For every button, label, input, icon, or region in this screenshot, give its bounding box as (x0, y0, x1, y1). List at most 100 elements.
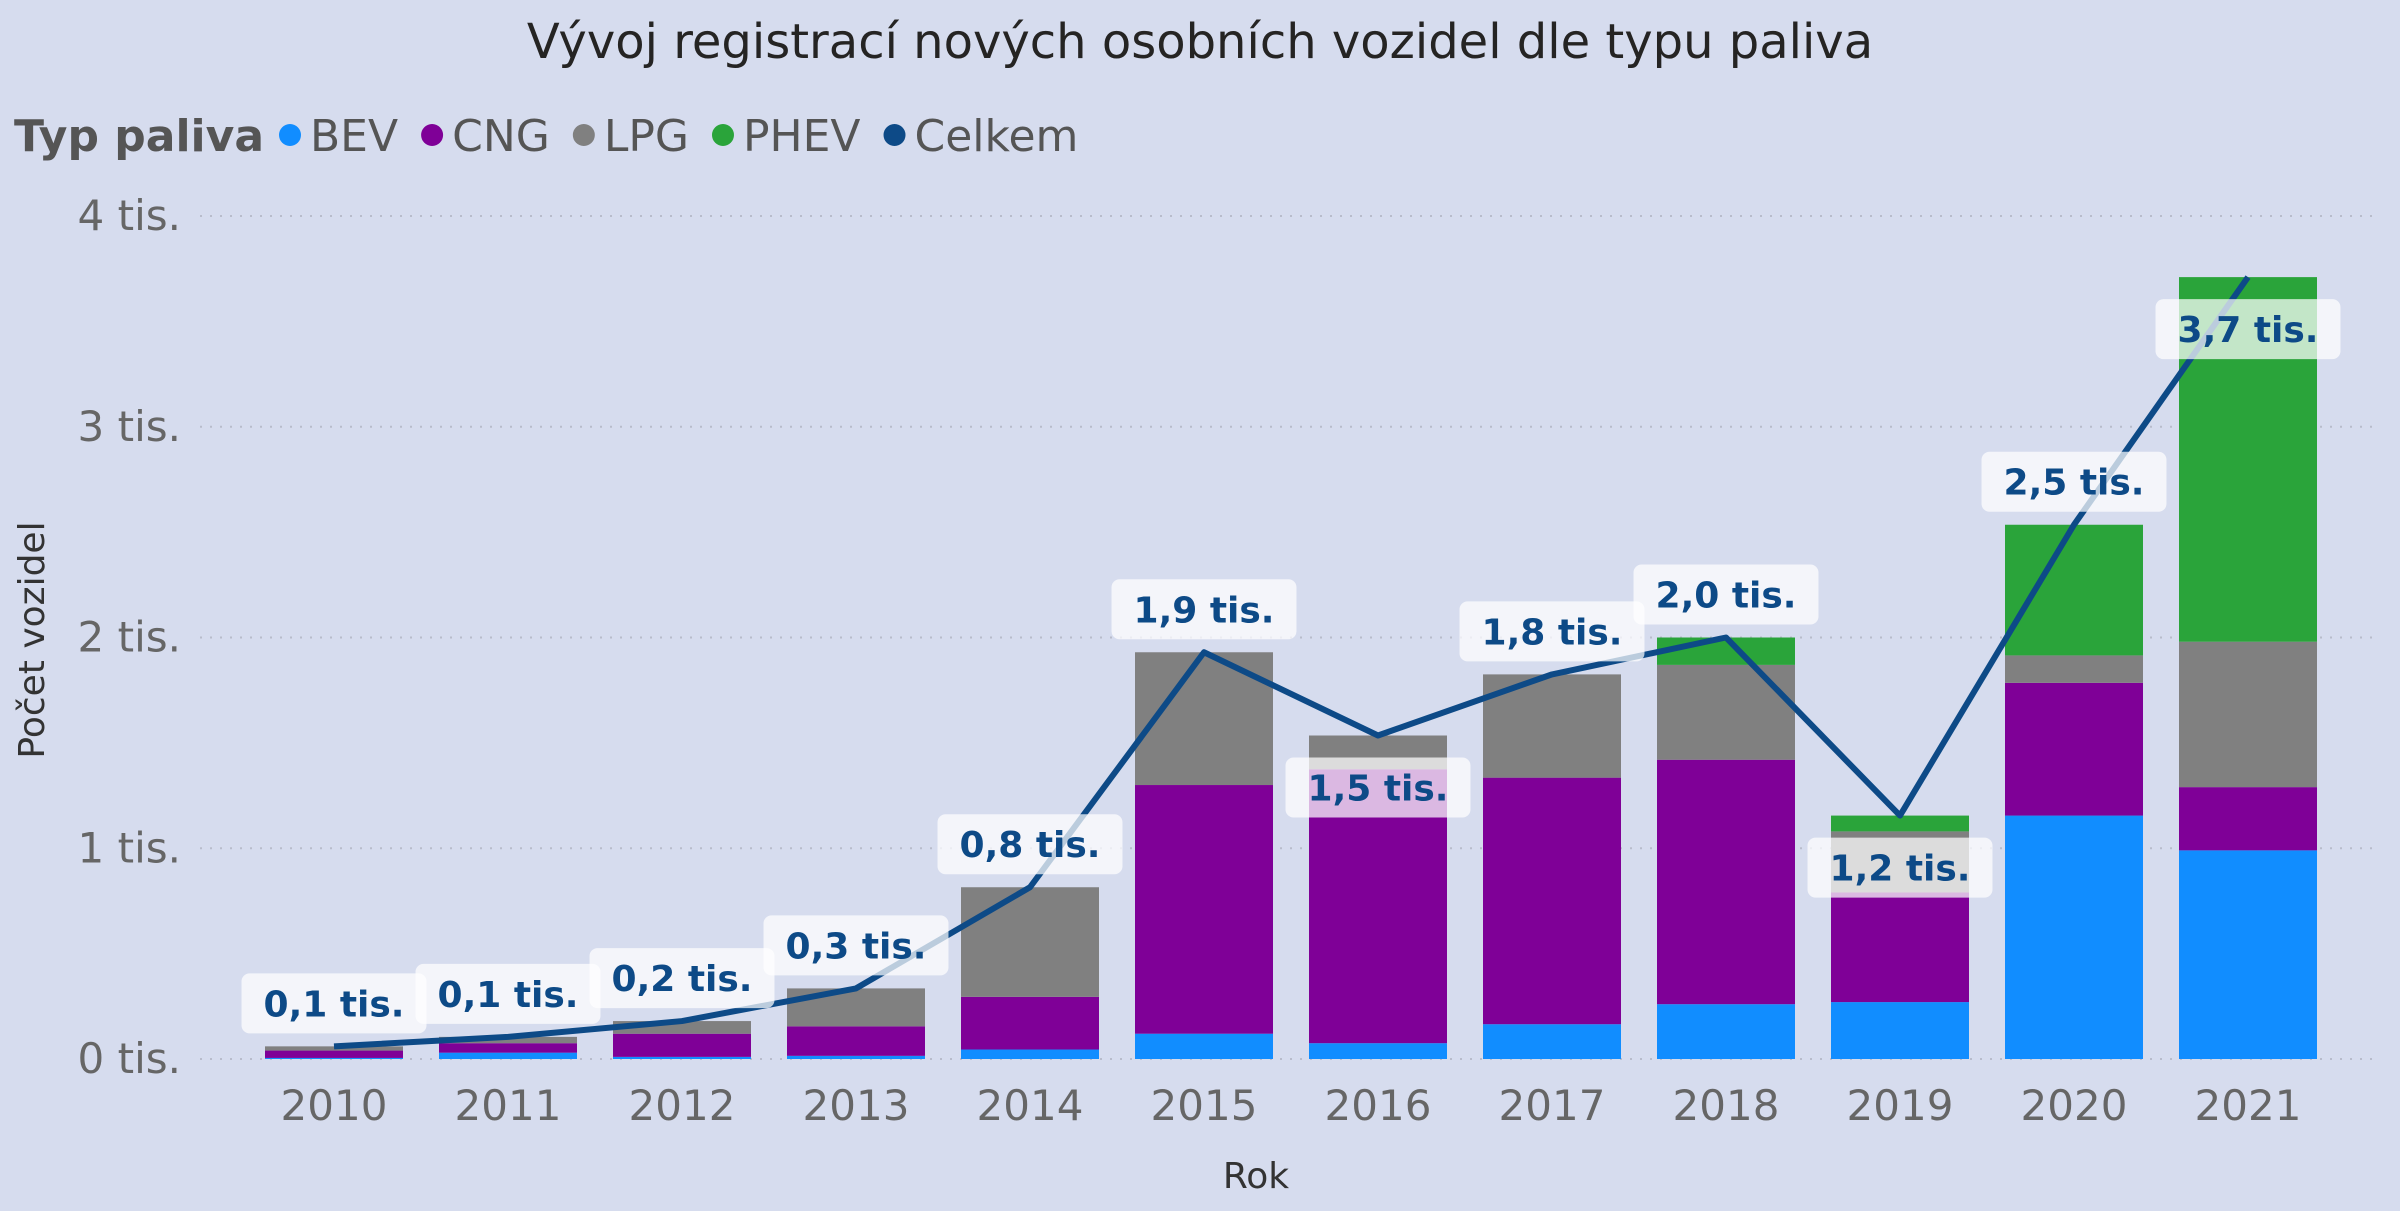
bar-bev-2016 (1309, 1043, 1447, 1059)
bar-cng-2020 (2005, 682, 2143, 816)
data-label-2012: 0,2 tis. (589, 948, 775, 1009)
bar-lpg-2021 (2179, 641, 2317, 788)
bar-bev-2019 (1831, 1002, 1969, 1059)
x-tick-label: 2013 (803, 1081, 910, 1130)
legend-marker-lpg (572, 124, 595, 146)
legend-label-cng: CNG (452, 111, 550, 162)
data-label-text: 0,3 tis. (786, 926, 927, 967)
bar-phev-2020 (2005, 524, 2143, 656)
data-label-text: 2,0 tis. (1656, 576, 1797, 617)
x-tick-label: 2014 (977, 1081, 1084, 1130)
data-labels: 0,1 tis. 0,1 tis. 0,2 tis. 0,3 tis. 0,8 tis.… (241, 299, 2341, 1034)
bar-cng-2021 (2179, 787, 2317, 851)
line-celkem (333, 275, 2251, 1050)
legend-label-celkem: Celkem (915, 111, 1079, 162)
data-label-2017: 1,8 tis. (1459, 601, 1645, 662)
legend-title: Typ paliva (14, 111, 264, 162)
x-axis-title: Rok (1223, 1156, 1289, 1197)
bar-cng-2013 (787, 1026, 925, 1056)
bar-bev-2021 (2179, 850, 2317, 1059)
data-label-2021: 3,7 tis. (2155, 299, 2341, 360)
bar-phev-2019 (1831, 815, 1969, 832)
bar-bev-2017 (1483, 1024, 1621, 1059)
data-label-box (2155, 299, 2341, 360)
bar-bev-2014 (961, 1049, 1099, 1059)
x-tick-label: 2017 (1499, 1081, 1606, 1130)
bar-lpg-2010 (265, 1046, 403, 1051)
x-tick-label: 2010 (281, 1081, 388, 1130)
bar-cng-2018 (1657, 759, 1795, 1005)
x-tick-label: 2016 (1325, 1081, 1432, 1130)
data-label-box (1807, 837, 1993, 898)
legend-marker-cng (421, 124, 444, 146)
data-label-box (937, 814, 1123, 875)
legend-label-lpg: LPG (604, 111, 689, 162)
bar-bev-2015 (1135, 1033, 1273, 1059)
data-label-2016: 1,5 tis. (1285, 757, 1471, 818)
y-axis-title: Počet vozidel (12, 521, 53, 758)
bar-lpg-2014 (961, 887, 1099, 997)
x-tick-label: 2018 (1673, 1081, 1780, 1130)
x-tick-label: 2019 (1847, 1081, 1954, 1130)
x-tick-label: 2020 (2021, 1081, 2128, 1130)
bar-cng-2015 (1135, 785, 1273, 1034)
data-label-text: 0,1 tis. (264, 984, 405, 1025)
legend: Typ paliva BEV CNG LPG PHEV Celkem (14, 111, 1078, 162)
data-label-text: 1,5 tis. (1308, 768, 1449, 809)
data-label-box (1981, 451, 2167, 512)
x-tick-label: 2011 (455, 1081, 562, 1130)
bars (265, 277, 2317, 1059)
bar-cng-2012 (613, 1033, 751, 1057)
legend-marker-phev (711, 124, 734, 146)
y-tick-label: 3 tis. (78, 402, 181, 451)
data-label-box (1633, 564, 1819, 625)
data-label-box (589, 948, 775, 1009)
data-label-box (1111, 579, 1297, 640)
y-tick-label: 4 tis. (78, 191, 181, 240)
y-tick-label: 2 tis. (78, 613, 181, 662)
data-label-2014: 0,8 tis. (937, 814, 1123, 875)
bar-bev-2010 (265, 1057, 403, 1059)
bar-bev-2012 (613, 1056, 751, 1059)
data-label-text: 1,8 tis. (1482, 612, 1623, 653)
data-label-box (1459, 601, 1645, 662)
bar-lpg-2013 (787, 988, 925, 1027)
data-label-2018: 2,0 tis. (1633, 564, 1819, 625)
legend-label-phev: PHEV (743, 111, 861, 162)
bar-lpg-2011 (439, 1036, 577, 1044)
data-label-2011: 0,1 tis. (415, 963, 601, 1024)
y-axis: 0 tis. 1 tis. 2 tis. 3 tis. 4 tis. (78, 191, 181, 1083)
data-label-2015: 1,9 tis. (1111, 579, 1297, 640)
legend-marker-bev (279, 124, 301, 146)
legend-label-bev: BEV (310, 111, 398, 162)
data-label-text: 2,5 tis. (2004, 463, 2145, 504)
y-tick-label: 0 tis. (78, 1034, 181, 1083)
data-label-text: 0,1 tis. (438, 975, 579, 1016)
bar-bev-2018 (1657, 1004, 1795, 1059)
x-tick-label: 2012 (629, 1081, 736, 1130)
bar-bev-2013 (787, 1055, 925, 1059)
data-label-2020: 2,5 tis. (1981, 451, 2167, 512)
bar-cng-2019 (1831, 892, 1969, 1003)
data-label-box (415, 963, 601, 1024)
data-label-text: 3,7 tis. (2178, 310, 2319, 351)
data-label-text: 0,2 tis. (612, 959, 753, 1000)
chart-title: Vývoj registrací nových osobních vozidel… (527, 14, 1873, 70)
bar-bev-2011 (439, 1052, 577, 1059)
bar-lpg-2020 (2005, 655, 2143, 683)
data-label-2010: 0,1 tis. (241, 973, 427, 1034)
data-label-text: 0,8 tis. (960, 825, 1101, 866)
y-tick-label: 1 tis. (78, 823, 181, 872)
bar-phev-2018 (1657, 637, 1795, 665)
x-tick-label: 2021 (2195, 1081, 2302, 1130)
x-axis: 2010 2011 2012 2013 2014 2015 2016 2017 2018 2019… (281, 1081, 2302, 1130)
bar-cng-2017 (1483, 777, 1621, 1025)
data-label-box (763, 915, 949, 976)
data-label-text: 1,9 tis. (1134, 590, 1275, 631)
data-label-box (1285, 757, 1471, 818)
bar-cng-2014 (961, 996, 1099, 1050)
bar-bev-2020 (2005, 815, 2143, 1059)
x-tick-label: 2015 (1151, 1081, 1258, 1130)
data-label-box (241, 973, 427, 1034)
